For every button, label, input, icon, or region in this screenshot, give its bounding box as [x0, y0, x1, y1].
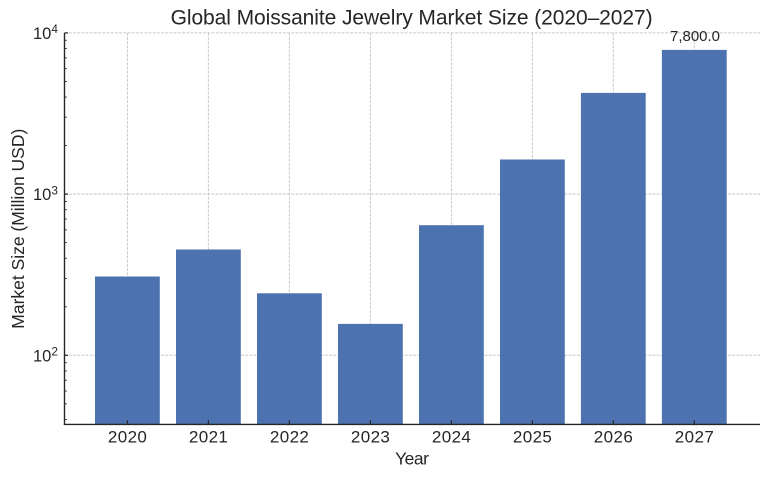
svg-text:2020: 2020	[108, 427, 147, 446]
svg-text:2023: 2023	[351, 427, 390, 446]
svg-text:2027: 2027	[675, 427, 714, 446]
svg-text:2024: 2024	[432, 427, 471, 446]
svg-text:Market Size (Million USD): Market Size (Million USD)	[8, 129, 28, 329]
svg-text:7,800.0: 7,800.0	[670, 28, 720, 45]
svg-text:2025: 2025	[513, 427, 552, 446]
svg-text:2026: 2026	[594, 427, 633, 446]
svg-text:Year: Year	[395, 448, 429, 468]
svg-text:2022: 2022	[270, 427, 309, 446]
svg-text:Global Moissanite Jewelry Mark: Global Moissanite Jewelry Market Size (2…	[171, 6, 653, 29]
svg-text:2021: 2021	[189, 427, 228, 446]
